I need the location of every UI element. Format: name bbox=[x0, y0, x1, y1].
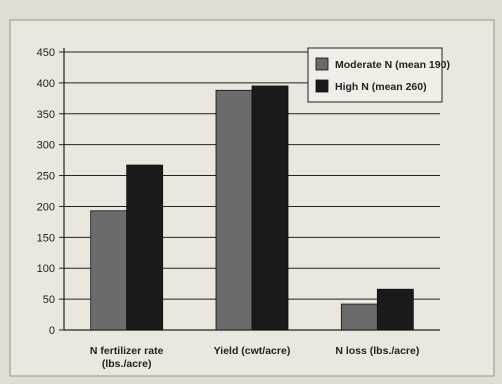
y-tick-label: 0 bbox=[49, 325, 55, 337]
legend-swatch bbox=[315, 79, 329, 93]
legend-swatch bbox=[315, 57, 329, 71]
y-tick-label: 150 bbox=[37, 232, 55, 244]
y-tick-label: 200 bbox=[37, 201, 55, 213]
x-category-label: N fertilizer rate bbox=[90, 345, 164, 357]
y-tick-label: 350 bbox=[37, 109, 55, 121]
bar bbox=[376, 288, 414, 331]
y-tick-label: 450 bbox=[37, 47, 55, 59]
bar bbox=[251, 85, 289, 331]
legend-label: High N (mean 260) bbox=[335, 81, 427, 93]
y-tick-label: 300 bbox=[37, 140, 55, 152]
x-category-label: Yield (cwt/acre) bbox=[214, 345, 291, 357]
y-tick-label: 250 bbox=[37, 171, 55, 183]
bar bbox=[126, 164, 164, 331]
x-category-label: N loss (lbs./acre) bbox=[335, 345, 419, 357]
legend-box bbox=[307, 47, 443, 103]
y-tick-label: 100 bbox=[37, 263, 55, 275]
bar bbox=[340, 303, 378, 331]
legend-label: Moderate N (mean 190) bbox=[335, 59, 450, 71]
y-tick-label: 400 bbox=[37, 78, 55, 90]
x-category-label: (lbs./acre) bbox=[102, 358, 152, 370]
bar bbox=[215, 89, 253, 331]
bar bbox=[90, 210, 128, 331]
y-tick-label: 50 bbox=[43, 294, 55, 306]
